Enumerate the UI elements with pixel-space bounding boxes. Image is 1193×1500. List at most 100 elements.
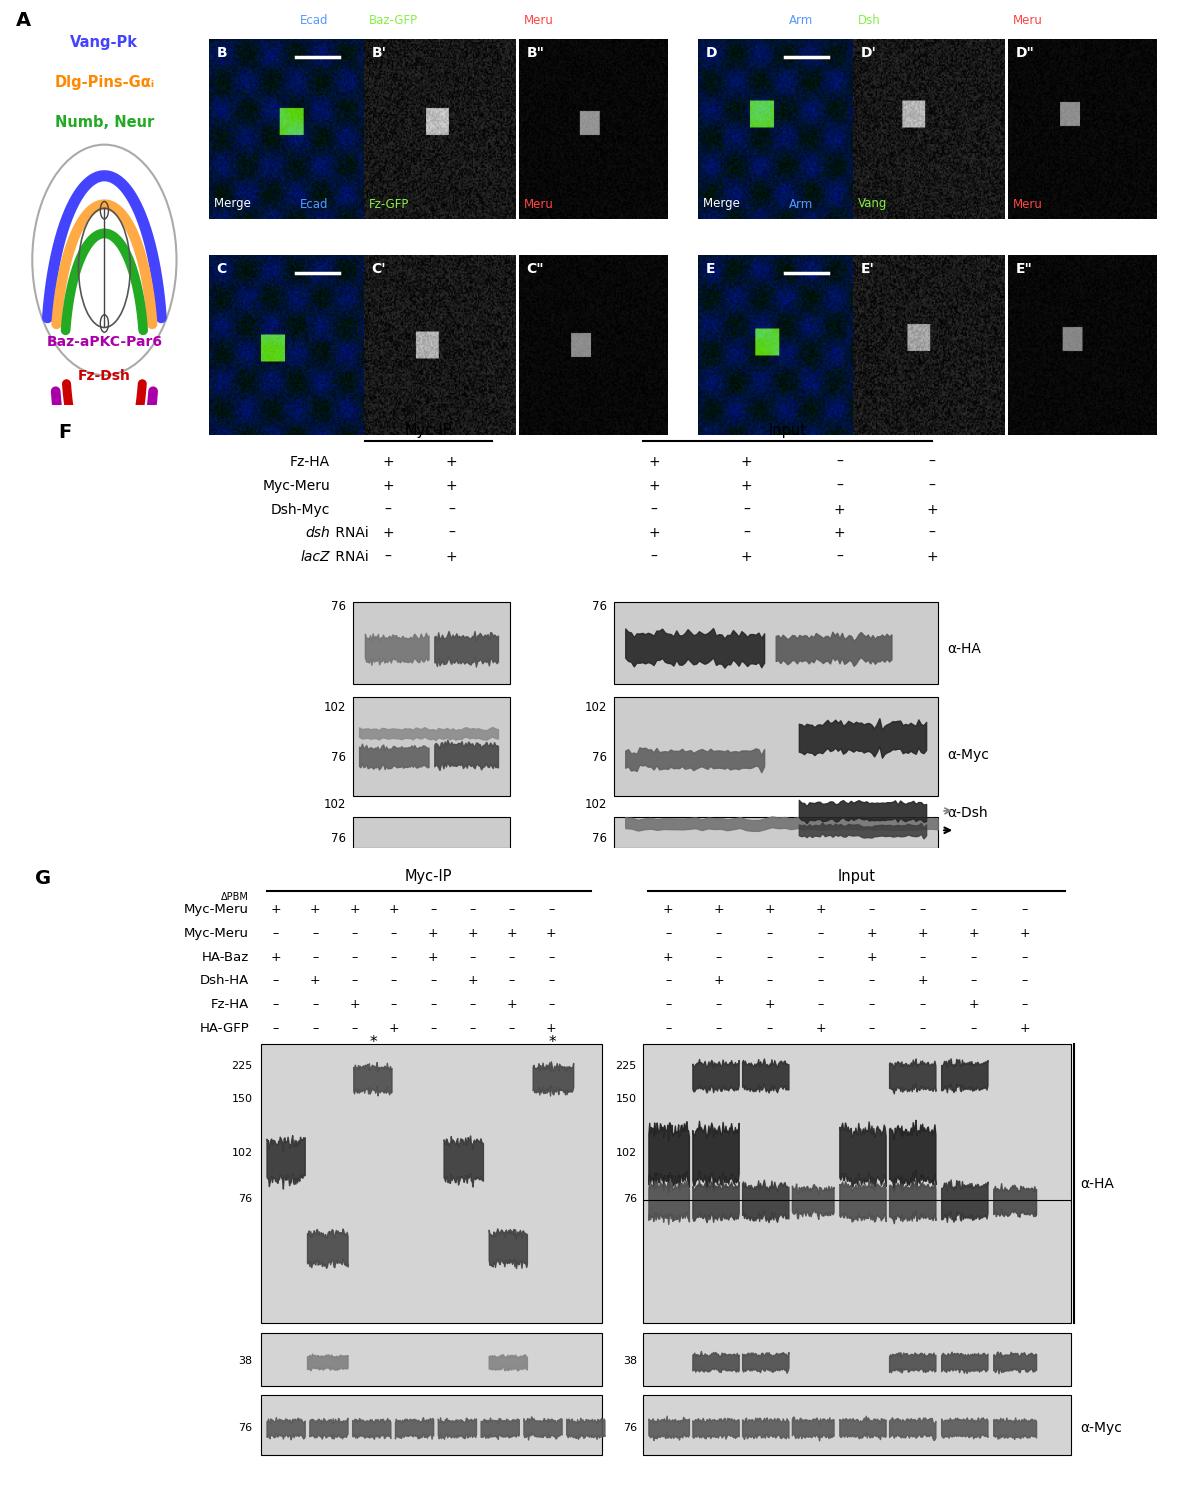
Text: Myc-IP: Myc-IP xyxy=(404,868,452,883)
Text: –: – xyxy=(665,927,672,939)
Text: Dsh: Dsh xyxy=(858,15,880,27)
Bar xyxy=(643,1044,1071,1323)
Text: Merge: Merge xyxy=(703,15,743,27)
Bar xyxy=(353,818,509,848)
Text: B': B' xyxy=(371,46,387,60)
Text: –: – xyxy=(469,951,476,963)
Text: G: G xyxy=(35,868,51,888)
Text: –: – xyxy=(313,1022,319,1035)
Text: +: + xyxy=(866,927,877,939)
Text: –: – xyxy=(817,975,824,987)
Text: –: – xyxy=(469,998,476,1011)
Text: +: + xyxy=(446,550,457,564)
Bar xyxy=(261,1332,602,1386)
Text: +: + xyxy=(389,903,400,916)
Text: –: – xyxy=(920,1022,926,1035)
Text: +: + xyxy=(468,927,478,939)
Text: +: + xyxy=(969,927,979,939)
Text: –: – xyxy=(1021,951,1027,963)
Text: –: – xyxy=(313,927,319,939)
Bar xyxy=(613,698,938,796)
Text: Input: Input xyxy=(837,868,876,883)
Text: Meru: Meru xyxy=(1013,198,1043,210)
Text: –: – xyxy=(836,454,842,470)
Text: D": D" xyxy=(1015,46,1034,60)
Text: 76: 76 xyxy=(592,600,607,613)
Text: –: – xyxy=(548,951,555,963)
Text: HA-Baz: HA-Baz xyxy=(202,951,249,963)
Text: Meru: Meru xyxy=(524,15,554,27)
Text: +: + xyxy=(765,903,775,916)
Text: 76: 76 xyxy=(592,833,607,846)
Text: B: B xyxy=(217,46,228,60)
Text: –: – xyxy=(390,975,397,987)
Text: –: – xyxy=(1021,903,1027,916)
Bar xyxy=(261,1044,602,1323)
Text: –: – xyxy=(469,1022,476,1035)
Text: +: + xyxy=(428,951,439,963)
Text: –: – xyxy=(928,454,935,470)
Text: +: + xyxy=(926,503,938,516)
Text: +: + xyxy=(546,1022,556,1035)
Text: Arm: Arm xyxy=(789,15,812,27)
Text: Merge: Merge xyxy=(214,198,254,210)
Text: RNAi: RNAi xyxy=(332,550,369,564)
Text: –: – xyxy=(665,975,672,987)
Text: E": E" xyxy=(1015,262,1032,276)
Text: –: – xyxy=(836,478,842,494)
Text: D: D xyxy=(706,46,717,60)
Text: –: – xyxy=(352,927,358,939)
Text: –: – xyxy=(767,1022,773,1035)
Text: –: – xyxy=(508,1022,515,1035)
Text: –: – xyxy=(716,1022,722,1035)
Text: +: + xyxy=(917,975,928,987)
Text: 76: 76 xyxy=(623,1194,637,1204)
Text: –: – xyxy=(273,998,279,1011)
Text: +: + xyxy=(741,454,753,470)
Text: +: + xyxy=(917,927,928,939)
Text: –: – xyxy=(429,998,437,1011)
Text: –: – xyxy=(970,975,977,987)
Text: –: – xyxy=(767,951,773,963)
Text: Numb, Neur: Numb, Neur xyxy=(55,116,154,130)
Bar xyxy=(353,602,509,684)
Text: +: + xyxy=(713,975,724,987)
Text: 225: 225 xyxy=(231,1060,253,1071)
Text: Baz-GFP: Baz-GFP xyxy=(369,15,418,27)
Text: +: + xyxy=(816,1022,826,1035)
Text: –: – xyxy=(767,975,773,987)
Text: +: + xyxy=(446,478,457,494)
Text: +: + xyxy=(663,951,673,963)
Text: RNAi: RNAi xyxy=(332,526,369,540)
Text: –: – xyxy=(743,503,750,516)
Text: –: – xyxy=(390,998,397,1011)
Text: Arm: Arm xyxy=(789,198,812,210)
Text: D': D' xyxy=(860,46,877,60)
Text: 76: 76 xyxy=(332,750,346,764)
Text: +: + xyxy=(713,903,724,916)
Text: –: – xyxy=(384,550,391,564)
Text: *: * xyxy=(549,1035,556,1050)
Text: +: + xyxy=(382,478,394,494)
Text: C": C" xyxy=(526,262,544,276)
Text: –: – xyxy=(390,951,397,963)
Text: Dlg-Pins-Gαᵢ: Dlg-Pins-Gαᵢ xyxy=(55,75,154,90)
Text: Baz-aPKC-Par6: Baz-aPKC-Par6 xyxy=(47,336,162,350)
Text: –: – xyxy=(384,503,391,516)
Text: Dsh-HA: Dsh-HA xyxy=(200,975,249,987)
Text: 76: 76 xyxy=(332,833,346,846)
Text: Ecad: Ecad xyxy=(299,15,328,27)
Text: –: – xyxy=(313,998,319,1011)
Text: 102: 102 xyxy=(231,1148,253,1158)
Text: +: + xyxy=(969,998,979,1011)
Text: –: – xyxy=(920,998,926,1011)
Text: –: – xyxy=(817,998,824,1011)
Text: +: + xyxy=(866,951,877,963)
Text: +: + xyxy=(926,550,938,564)
Text: +: + xyxy=(741,550,753,564)
Text: –: – xyxy=(650,503,657,516)
Text: α-HA: α-HA xyxy=(947,642,981,656)
Text: 76: 76 xyxy=(239,1194,253,1204)
Text: α-Dsh: α-Dsh xyxy=(947,806,988,820)
Text: Merge: Merge xyxy=(214,15,254,27)
